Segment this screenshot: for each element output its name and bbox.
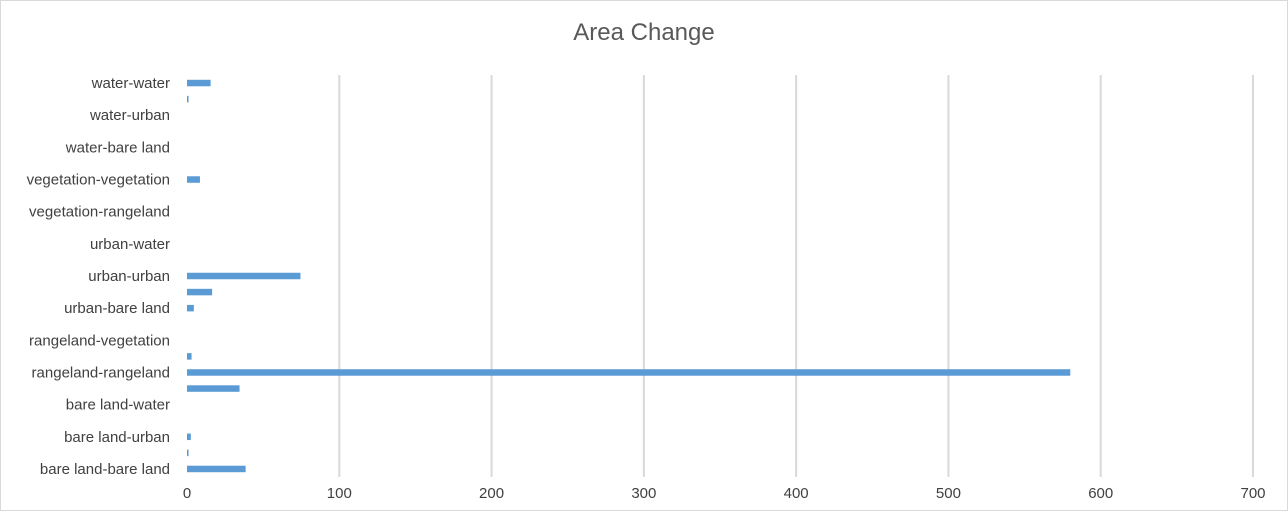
category-label: urban-bare land bbox=[64, 300, 170, 317]
bar bbox=[187, 176, 200, 183]
bar bbox=[187, 353, 192, 360]
bars bbox=[187, 79, 1071, 473]
category-label: vegetation-rangeland bbox=[29, 204, 170, 221]
bar bbox=[187, 385, 240, 392]
category-label: bare land-urban bbox=[64, 429, 170, 446]
x-tick-label: 700 bbox=[1240, 485, 1265, 502]
category-label: water-urban bbox=[89, 107, 170, 124]
category-label: rangeland-rangeland bbox=[32, 364, 170, 381]
category-label: vegetation-vegetation bbox=[27, 172, 170, 189]
x-tick-labels: 0 100 200 300 400 500 600 700 bbox=[183, 485, 1266, 502]
category-label: rangeland-vegetation bbox=[29, 332, 170, 349]
bar bbox=[187, 95, 189, 103]
category-label: bare land-water bbox=[66, 397, 170, 414]
category-label: bare land-bare land bbox=[40, 461, 170, 478]
chart-title: Area Change bbox=[573, 19, 715, 46]
bar bbox=[187, 369, 1071, 376]
bar bbox=[187, 465, 246, 473]
category-label: urban-water bbox=[90, 236, 170, 253]
bar bbox=[187, 288, 213, 296]
bar bbox=[187, 272, 301, 280]
x-tick-label: 300 bbox=[631, 485, 656, 502]
bar bbox=[187, 449, 189, 457]
x-tick-label: 400 bbox=[784, 485, 809, 502]
gridlines bbox=[338, 75, 1254, 477]
x-tick-label: 100 bbox=[327, 485, 352, 502]
bar bbox=[187, 433, 191, 441]
bar bbox=[187, 79, 211, 87]
category-label: water-bare land bbox=[65, 139, 170, 156]
bar bbox=[187, 304, 194, 312]
category-labels: bare land-bare land bare land-urban bare l… bbox=[27, 75, 170, 478]
category-label: water-water bbox=[91, 75, 170, 92]
category-label: urban-urban bbox=[88, 268, 170, 285]
x-tick-label: 500 bbox=[936, 485, 961, 502]
x-tick-label: 200 bbox=[479, 485, 504, 502]
x-tick-label: 600 bbox=[1088, 485, 1113, 502]
x-tick-label: 0 bbox=[183, 485, 191, 502]
